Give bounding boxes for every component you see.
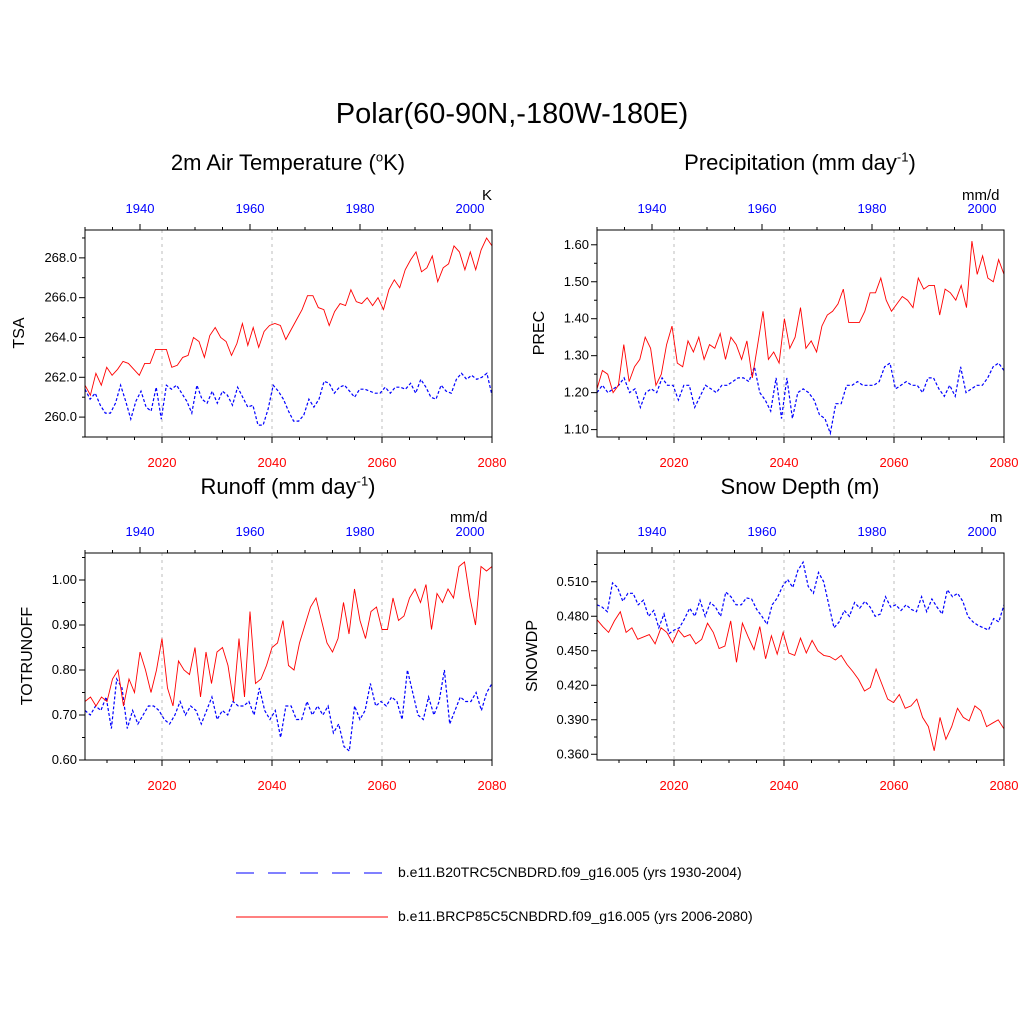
series-historical-line [84, 372, 493, 426]
legend-label-future: b.e11.BRCP85C5CNBDRD.f09_g16.005 (yrs 20… [398, 908, 753, 924]
top-tick-label: 2000 [968, 524, 997, 539]
top-tick-label: 1980 [346, 524, 375, 539]
panel-title-tail: K) [383, 150, 406, 175]
bottom-tick-label: 2040 [258, 455, 287, 470]
top-tick-label: 2000 [968, 201, 997, 216]
y-tick-label: 260.0 [44, 409, 77, 424]
y-tick-label: 0.420 [556, 677, 589, 692]
y-tick-label: 1.30 [564, 348, 589, 363]
bottom-tick-label: 2080 [478, 455, 507, 470]
y-tick-label: 0.510 [556, 574, 589, 589]
legend-label-historical: b.e11.B20TRC5CNBDRD.f09_g16.005 (yrs 193… [398, 864, 742, 880]
top-tick-label: 1940 [126, 524, 155, 539]
y-tick-label: 1.40 [564, 311, 589, 326]
y-tick-label: 0.60 [52, 752, 77, 767]
panel-2: 1.10 1.20 1.30 1.40 1.50 1.60 2020 2040 2060 2080… [564, 201, 1019, 470]
panel-title-text: Runoff (mm day [200, 474, 357, 499]
bottom-tick-label: 2020 [660, 455, 689, 470]
top-tick-label: 1940 [638, 524, 667, 539]
y-tick-label: 262.0 [44, 369, 77, 384]
panel-units: K [482, 187, 493, 204]
panel-title: Runoff (mm day-1) [78, 474, 498, 500]
y-tick-label: 0.80 [52, 662, 77, 677]
series-historical-line [84, 669, 493, 753]
panel-units: mm/d [450, 509, 488, 526]
bottom-tick-label: 2060 [880, 778, 909, 793]
panel-units: mm/d [962, 187, 1000, 204]
panel-title-tail: ) [368, 474, 376, 499]
panel-title-text: 2m Air Temperature ( [170, 150, 376, 175]
panel-title: Precipitation (mm day-1) [590, 150, 1010, 176]
bottom-tick-label: 2060 [880, 455, 909, 470]
panel-4: 0.360 0.390 0.420 0.450 0.480 0.510 2020 2040 20… [556, 524, 1018, 793]
y-axis-label: TOTRUNOFF [19, 606, 36, 705]
y-tick-label: 0.360 [556, 746, 589, 761]
y-tick-label: 266.0 [44, 290, 77, 305]
y-tick-label: 264.0 [44, 329, 77, 344]
y-tick-label: 0.90 [52, 617, 77, 632]
plot-frame [84, 552, 493, 761]
panel-title-tail: ) [908, 150, 916, 175]
y-tick-label: 1.10 [564, 422, 589, 437]
top-tick-label: 1960 [236, 524, 265, 539]
bottom-tick-label: 2080 [990, 455, 1019, 470]
panel-title-superscript: o [375, 149, 384, 165]
series-historical-line [596, 362, 1005, 436]
top-tick-label: 1980 [346, 201, 375, 216]
panel-title: 2m Air Temperature (oK) [78, 150, 498, 176]
figure-title: Polar(60-90N,-180W-180E) [335, 98, 689, 130]
bottom-tick-label: 2060 [368, 778, 397, 793]
y-tick-label: 1.20 [564, 385, 589, 400]
y-tick-label: 0.480 [556, 608, 589, 623]
panel-title: Snow Depth (m) [590, 474, 1010, 500]
bottom-tick-label: 2040 [770, 778, 799, 793]
y-tick-label: 0.70 [52, 707, 77, 722]
y-tick-label: 1.00 [52, 572, 77, 587]
bottom-tick-label: 2040 [258, 778, 287, 793]
y-tick-label: 268.0 [44, 250, 77, 265]
y-axis-label: PREC [531, 310, 548, 355]
panel-title-text: Snow Depth (m) [720, 474, 880, 499]
bottom-tick-label: 2020 [148, 455, 177, 470]
y-axis-label: SNOWDP [524, 619, 541, 692]
series-future-line [84, 561, 493, 707]
top-tick-label: 1960 [748, 524, 777, 539]
top-tick-label: 2000 [456, 524, 485, 539]
panel-title-superscript: -1 [356, 473, 369, 489]
series-future-line [596, 610, 1005, 751]
top-tick-label: 1940 [126, 201, 155, 216]
panel-3: 0.60 0.70 0.80 0.90 1.00 2020 2040 2060 2080 1940… [52, 524, 507, 793]
y-tick-label: 1.50 [564, 274, 589, 289]
series-future-line [84, 237, 493, 397]
plot-frame [596, 552, 1005, 761]
top-tick-label: 1980 [858, 524, 887, 539]
top-tick-label: 2000 [456, 201, 485, 216]
bottom-tick-label: 2060 [368, 455, 397, 470]
plot-frame [84, 229, 493, 438]
panel-title-text: Precipitation (mm day [684, 150, 897, 175]
bottom-tick-label: 2020 [148, 778, 177, 793]
top-tick-label: 1980 [858, 201, 887, 216]
y-axis-label: TSA [11, 316, 28, 349]
bottom-tick-label: 2080 [478, 778, 507, 793]
top-tick-label: 1960 [748, 201, 777, 216]
panel-units: m [990, 509, 1003, 526]
plot-frame [596, 229, 1005, 438]
series-future-line [596, 241, 1005, 394]
y-tick-label: 1.60 [564, 237, 589, 252]
top-tick-label: 1940 [638, 201, 667, 216]
bottom-tick-label: 2040 [770, 455, 799, 470]
bottom-tick-label: 2080 [990, 778, 1019, 793]
series-historical-line [596, 560, 1005, 635]
bottom-tick-label: 2020 [660, 778, 689, 793]
y-tick-label: 0.390 [556, 712, 589, 727]
top-tick-label: 1960 [236, 201, 265, 216]
panel-1: 260.0 262.0 264.0 266.0 268.0 2020 2040 2060 208… [44, 201, 506, 470]
y-tick-label: 0.450 [556, 643, 589, 658]
panel-title-superscript: -1 [896, 149, 909, 165]
